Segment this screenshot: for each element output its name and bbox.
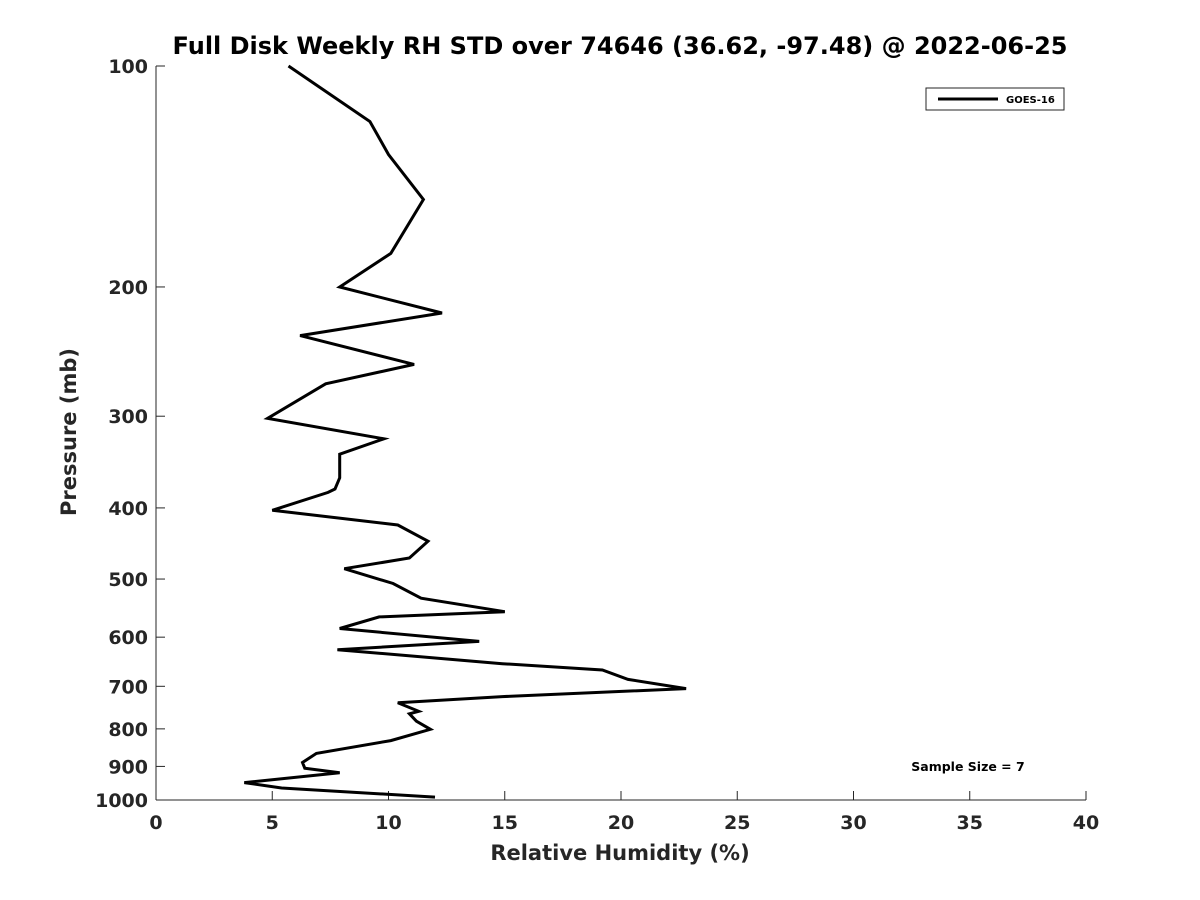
y-tick-label: 300 (108, 406, 148, 428)
x-tick-label: 40 (1073, 812, 1099, 834)
y-tick-label: 500 (108, 569, 148, 591)
x-tick-label: 20 (608, 812, 634, 834)
y-tick-label: 400 (108, 498, 148, 520)
y-tick-label: 800 (108, 719, 148, 741)
x-tick-label: 25 (724, 812, 750, 834)
y-tick-label: 1000 (95, 790, 148, 812)
x-tick-label: 10 (375, 812, 401, 834)
y-axis-label: Pressure (mb) (57, 348, 81, 516)
y-tick-label: 100 (108, 56, 148, 78)
y-tick-label: 700 (108, 676, 148, 698)
sample-size-annotation: Sample Size = 7 (911, 759, 1024, 774)
y-tick-label: 200 (108, 277, 148, 299)
x-axis-label: Relative Humidity (%) (490, 841, 749, 865)
x-tick-label: 30 (840, 812, 866, 834)
x-tick-label: 5 (266, 812, 279, 834)
plot-axes: 0 5 10 15 20 25 30 35 40 100 200 300 400 500 600 700 800… (95, 56, 1099, 834)
series-line-goes-16 (244, 64, 687, 799)
series-layer (244, 64, 687, 799)
legend-label-goes16: GOES-16 (1006, 95, 1055, 106)
x-tick-label: 0 (149, 812, 162, 834)
x-tick-label: 15 (492, 812, 518, 834)
legend: GOES-16 (925, 87, 1065, 111)
y-tick-label: 600 (108, 627, 148, 649)
y-tick-label: 900 (108, 756, 148, 778)
chart-title: Full Disk Weekly RH STD over 74646 (36.6… (173, 32, 1068, 60)
x-tick-label: 35 (957, 812, 983, 834)
